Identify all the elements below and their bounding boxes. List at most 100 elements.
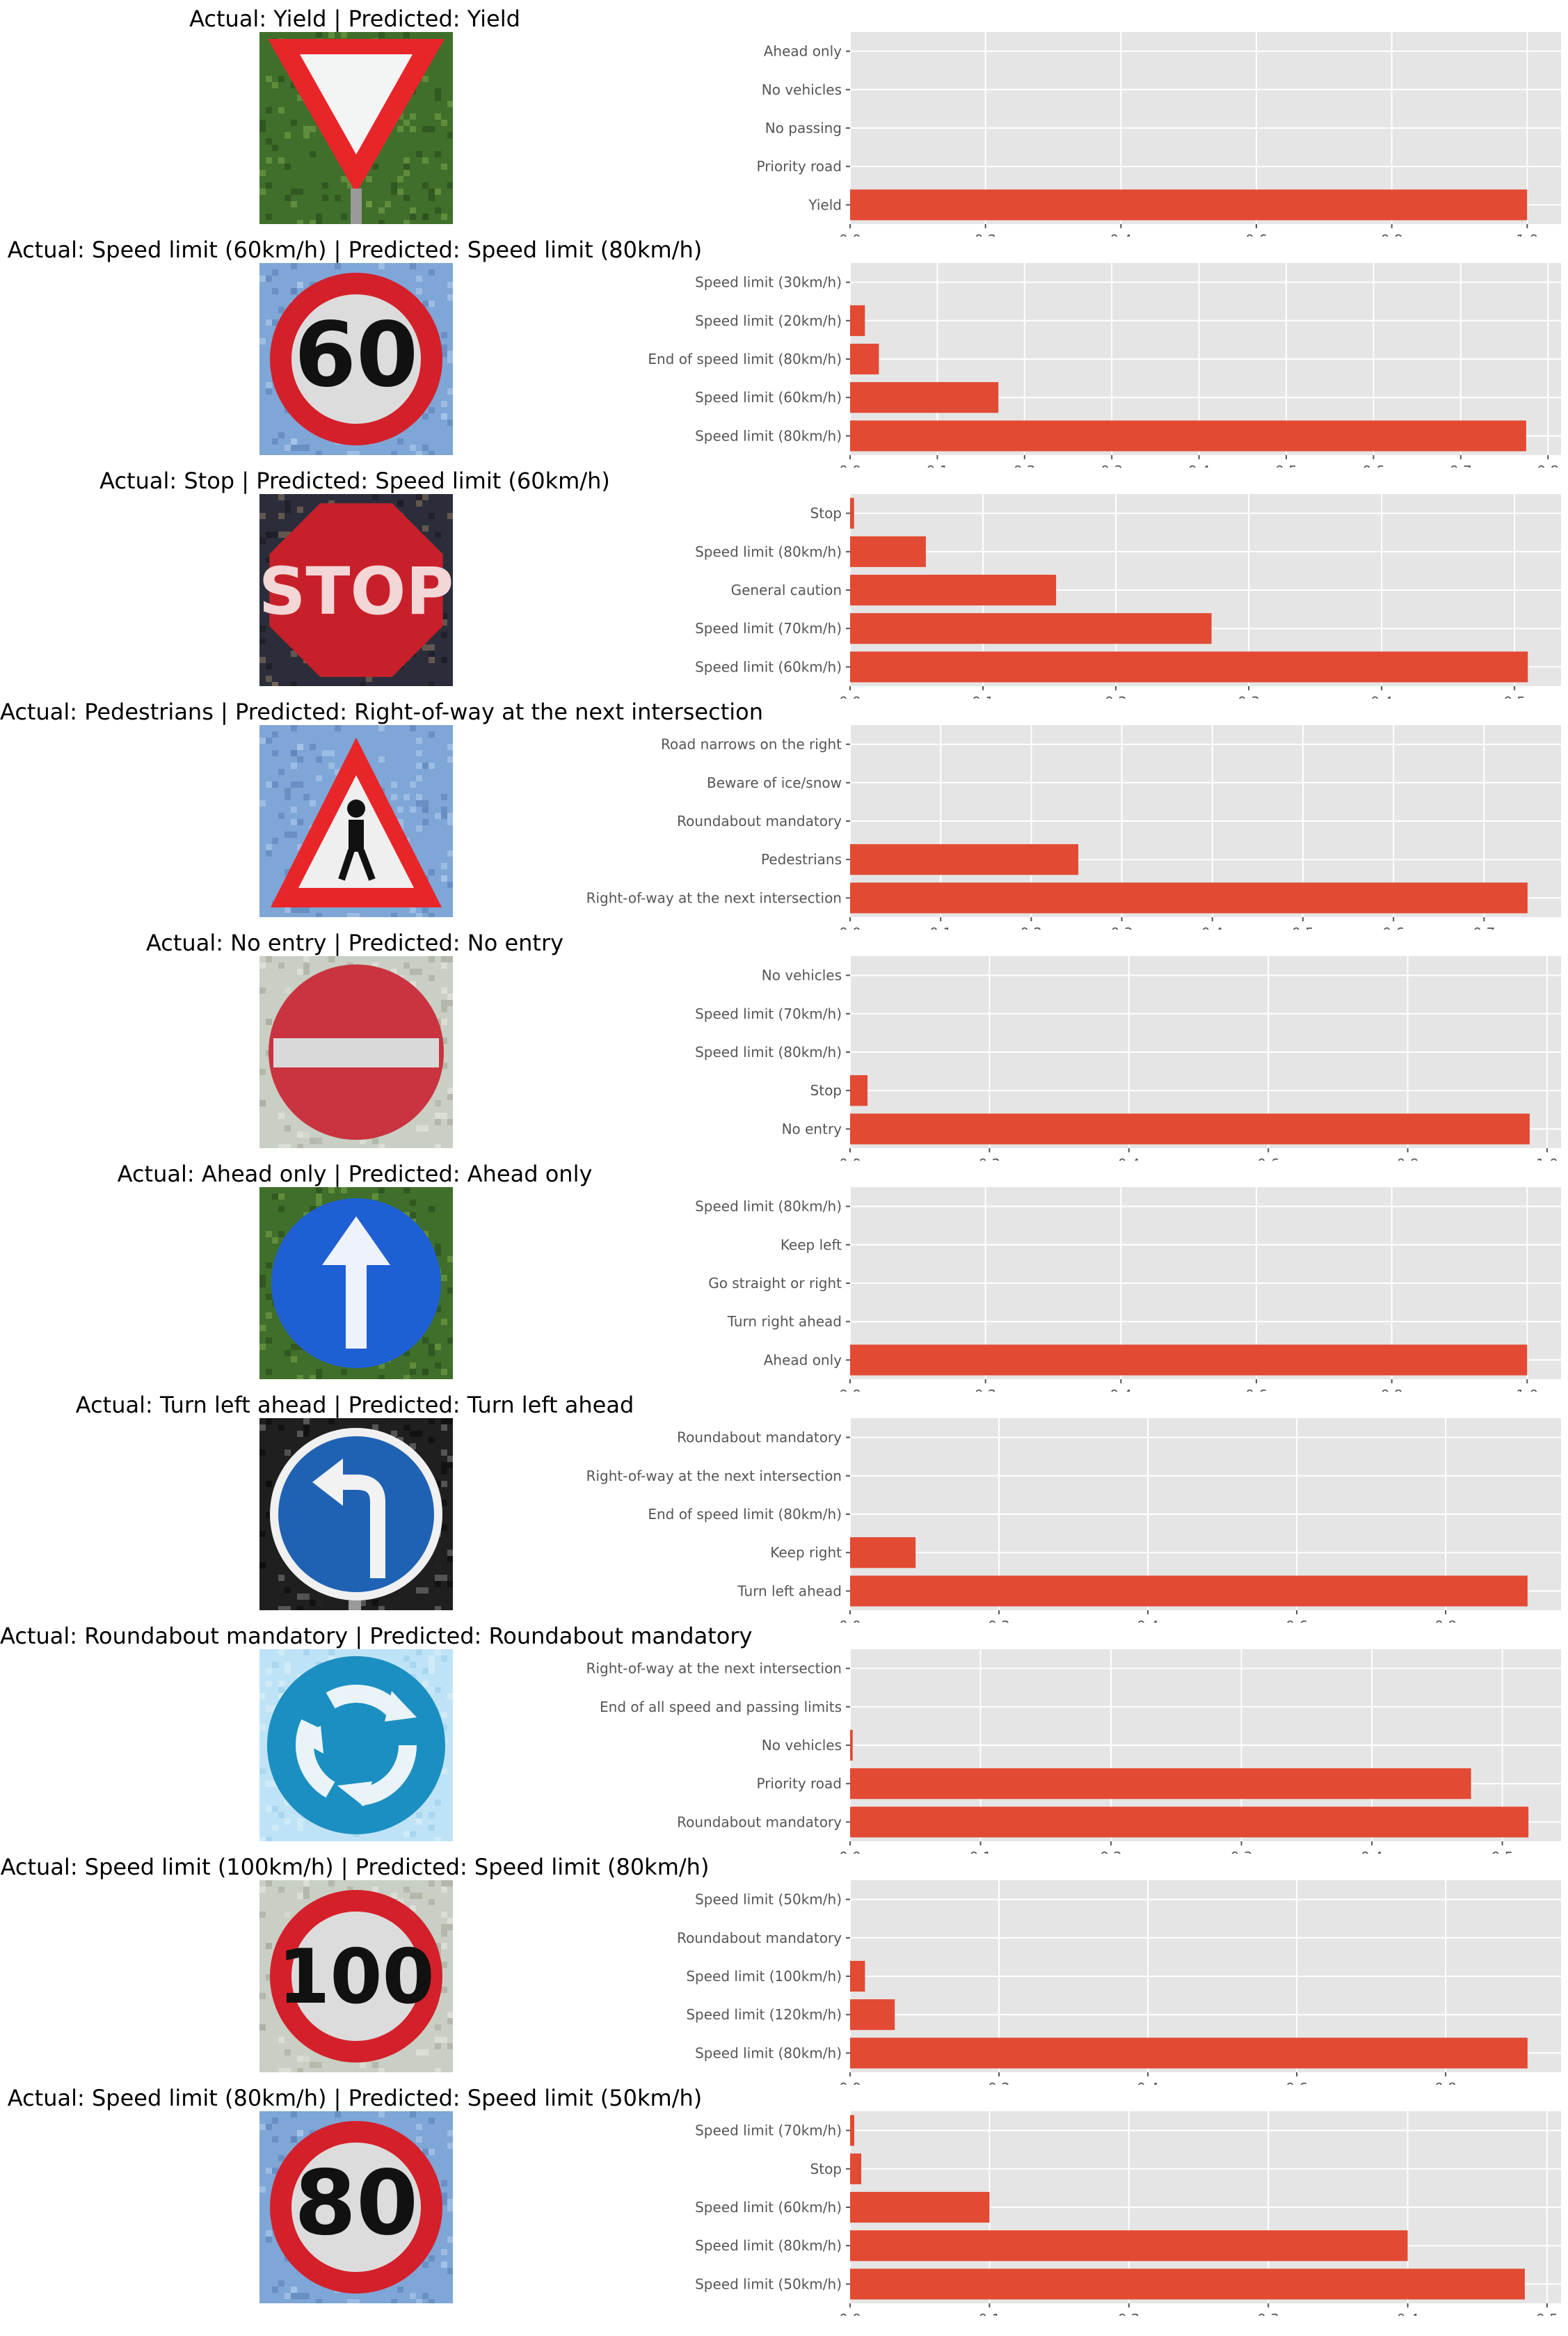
sign-title: Actual: Turn left ahead | Predicted: Tur… [75, 1392, 634, 1418]
y-tick-label: No passing [765, 120, 842, 136]
y-tick-label: Speed limit (80km/h) [695, 2237, 842, 2254]
y-tick-label: Turn right ahead [727, 1313, 842, 1330]
x-tick-label: 0.2 [988, 1618, 1010, 1623]
probability-bar-chart: 0.0 0.2 0.4 0.6 0.8 1.0 Ahead only Turn right a… [695, 1187, 1561, 1392]
bar [850, 1999, 895, 2031]
sign-title: Actual: Stop | Predicted: Speed limit (6… [99, 468, 610, 494]
x-tick-label: 0.4 [1201, 925, 1224, 930]
x-tick-label: 0.0 [839, 2080, 861, 2085]
prediction-row: Actual: Roundabout mandatory | Predicted… [0, 1623, 1568, 1854]
bar [850, 382, 999, 413]
x-tick-label: 0.0 [839, 463, 861, 468]
x-tick-label: 0.4 [1188, 463, 1210, 468]
sign-image: 100 [259, 1880, 453, 2072]
y-tick-label: End of speed limit (80km/h) [648, 1506, 842, 1523]
y-tick-label: No vehicles [762, 1737, 842, 1754]
sign-image [259, 1187, 453, 1379]
bar [850, 343, 879, 375]
probability-bar-chart: 0.0 0.2 0.4 0.6 0.8 Turn left ahead Keep right… [586, 1418, 1561, 1623]
x-tick-label: 0.3 [1101, 463, 1123, 468]
x-tick-label: 0.4 [1397, 2311, 1419, 2316]
x-tick-label: 0.7 [1473, 925, 1495, 930]
x-tick-label: 0.4 [1110, 232, 1132, 237]
x-tick-label: 0.7 [1450, 463, 1472, 468]
y-tick-label: Right-of-way at the next intersection [586, 889, 842, 906]
x-tick-label: 0.0 [839, 694, 861, 699]
sign-image: 60 [259, 263, 453, 455]
x-tick-label: 0.2 [1020, 925, 1042, 930]
sign-title: Actual: Roundabout mandatory | Predicted… [0, 1623, 753, 1649]
x-tick-label: 0.6 [1382, 925, 1405, 930]
x-tick-label: 0.5 [1503, 694, 1526, 699]
probability-bar-chart: 0.0 0.1 0.2 0.3 0.4 0.5 0.6 0.7 Right-of-way at … [586, 725, 1561, 930]
probability-bar-chart: 0.0 0.1 0.2 0.3 0.4 0.5 Roundabout mandatory Pr… [586, 1649, 1561, 1854]
x-tick-label: 1.0 [1536, 1156, 1558, 1161]
prediction-row: Actual: Speed limit (80km/h) | Predicted… [0, 2085, 1568, 2316]
x-tick-label: 0.8 [1434, 1618, 1457, 1623]
probability-bar-chart: 0.0 0.1 0.2 0.3 0.4 0.5 Speed limit (50km/h) Sp… [695, 2111, 1561, 2316]
bar [850, 2115, 855, 2146]
y-tick-label: Turn left ahead [737, 1582, 842, 1599]
bar [850, 1960, 865, 1992]
bar [850, 189, 1528, 221]
sign-image: 80 [259, 2111, 453, 2303]
x-tick-label: 0.4 [1361, 1849, 1383, 1854]
bar [850, 536, 926, 567]
bar [850, 1537, 916, 1568]
bar [850, 2269, 1525, 2300]
y-tick-label: Pedestrians [761, 851, 842, 868]
x-tick-label: 0.8 [1537, 463, 1559, 468]
sign-title: Actual: Speed limit (60km/h) | Predicted… [7, 237, 703, 263]
x-tick-label: 0.3 [1111, 925, 1133, 930]
sign-title: Actual: No entry | Predicted: No entry [145, 930, 564, 956]
bar [850, 2191, 990, 2223]
x-tick-label: 0.4 [1137, 2080, 1159, 2085]
bar [850, 305, 865, 336]
y-tick-label: No vehicles [762, 967, 842, 984]
y-tick-label: Roundabout mandatory [677, 1429, 842, 1446]
sign-speed-text: 60 [294, 303, 418, 407]
bar [850, 1806, 1529, 1838]
x-tick-label: 0.4 [1118, 1156, 1140, 1161]
x-tick-label: 0.0 [839, 1849, 861, 1854]
x-tick-label: 0.6 [1257, 1156, 1279, 1161]
prediction-row: Actual: Ahead only | Predicted: Ahead on… [0, 1161, 1568, 1392]
y-tick-label: General caution [731, 582, 842, 598]
y-tick-label: Roundabout mandatory [677, 813, 842, 829]
sign-image [259, 725, 453, 917]
x-tick-label: 0.8 [1381, 1387, 1403, 1392]
y-tick-label: Speed limit (70km/h) [695, 620, 842, 637]
x-tick-label: 0.3 [1231, 1849, 1253, 1854]
x-tick-label: 0.0 [839, 1156, 861, 1161]
bar [850, 2037, 1528, 2069]
y-tick-label: Stop [810, 2161, 842, 2177]
sign-title: Actual: Speed limit (100km/h) | Predicte… [0, 1854, 710, 1880]
bar [850, 1768, 1471, 1799]
y-tick-label: Speed limit (120km/h) [686, 2006, 842, 2023]
x-tick-label: 0.0 [839, 925, 861, 930]
bar [850, 882, 1528, 914]
bar [850, 844, 1079, 875]
y-tick-label: Stop [810, 505, 842, 522]
x-tick-label: 0.6 [1245, 232, 1267, 237]
x-tick-label: 0.2 [1100, 1849, 1122, 1854]
y-tick-label: Beware of ice/snow [707, 774, 842, 791]
y-tick-label: Right-of-way at the next intersection [586, 1468, 842, 1484]
sign-title: Actual: Speed limit (80km/h) | Predicted… [7, 2085, 703, 2111]
x-tick-label: 0.3 [1257, 2311, 1279, 2316]
bar [850, 2153, 862, 2184]
x-tick-label: 0.8 [1381, 232, 1403, 237]
bar [850, 1575, 1528, 1607]
x-tick-label: 0.2 [975, 232, 997, 237]
y-tick-label: Speed limit (60km/h) [695, 2199, 842, 2216]
sign-image [259, 1649, 453, 1841]
prediction-row: Actual: Speed limit (100km/h) | Predicte… [0, 1854, 1568, 2085]
x-tick-label: 1.0 [1516, 1387, 1538, 1392]
y-tick-label: Road narrows on the right [661, 736, 842, 753]
probability-bar-chart: 0.0 0.1 0.2 0.3 0.4 0.5 0.6 0.7 0.8 Speed limit (… [648, 263, 1561, 468]
x-tick-label: 0.0 [839, 1387, 861, 1392]
prediction-row: Actual: Stop | Predicted: Speed limit (6… [0, 468, 1568, 699]
bar [850, 1113, 1530, 1145]
y-tick-label: Speed limit (80km/h) [695, 2044, 842, 2061]
y-tick-label: Speed limit (80km/h) [695, 1044, 842, 1060]
